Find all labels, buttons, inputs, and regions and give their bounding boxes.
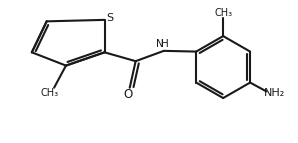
Text: NH₂: NH₂	[264, 88, 285, 98]
Text: S: S	[106, 13, 114, 23]
Text: N: N	[156, 39, 164, 49]
Text: CH₃: CH₃	[41, 88, 59, 98]
Text: H: H	[162, 39, 169, 49]
Text: O: O	[124, 88, 133, 101]
Text: CH₃: CH₃	[214, 8, 232, 18]
